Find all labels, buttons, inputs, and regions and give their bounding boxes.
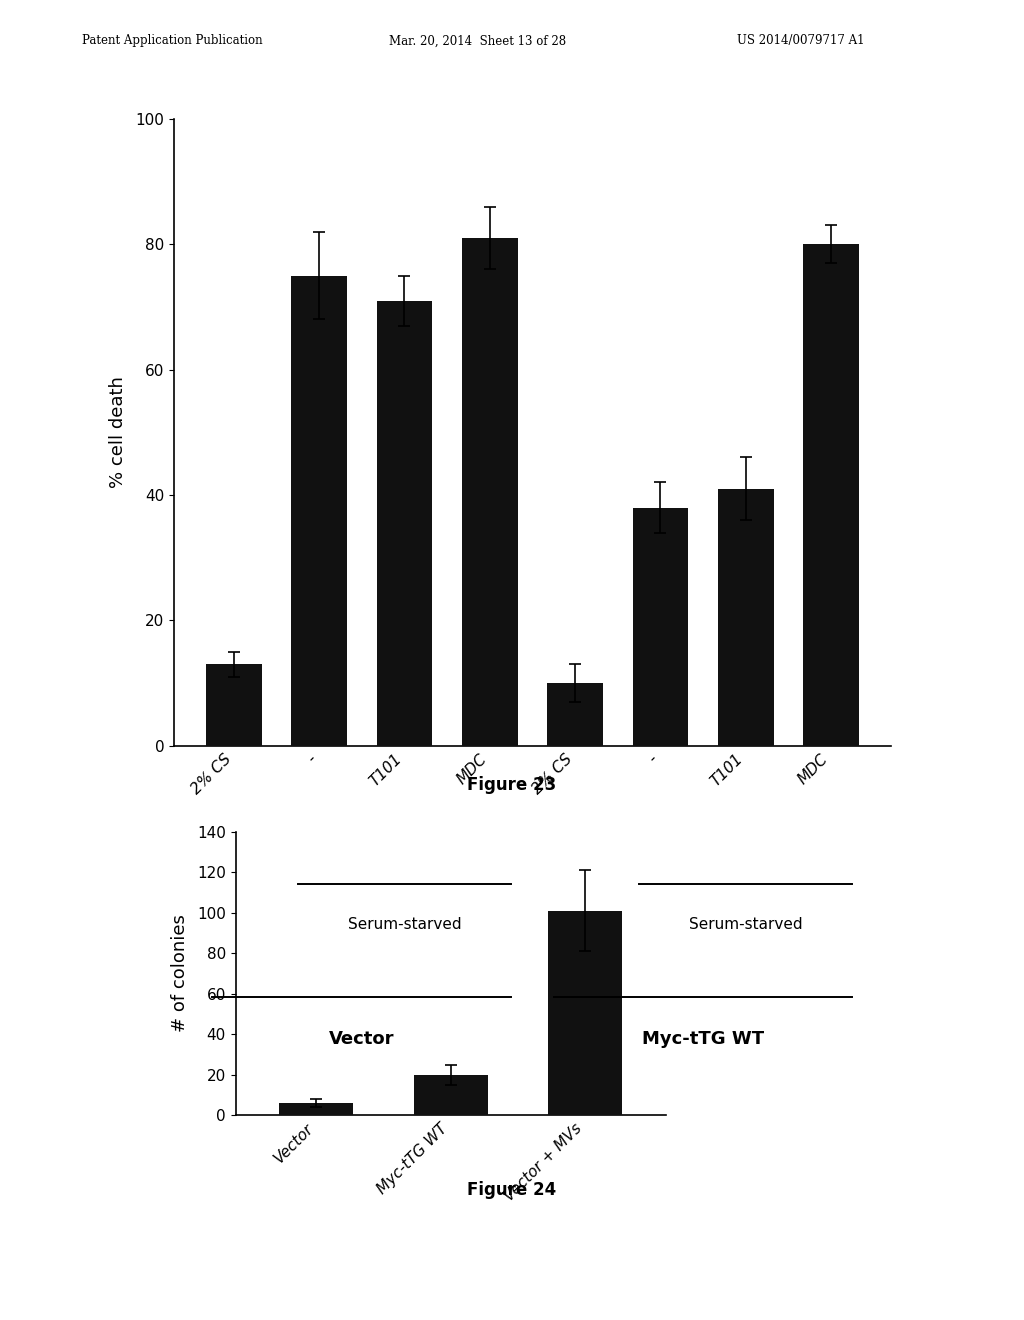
Y-axis label: # of colonies: # of colonies <box>171 915 188 1032</box>
Bar <box>414 1074 487 1115</box>
Text: Patent Application Publication: Patent Application Publication <box>82 34 262 48</box>
Text: Figure 24: Figure 24 <box>467 1181 557 1200</box>
Bar <box>548 684 603 746</box>
Bar <box>718 488 773 746</box>
Text: Serum-starved: Serum-starved <box>689 916 803 932</box>
Text: US 2014/0079717 A1: US 2014/0079717 A1 <box>737 34 865 48</box>
Bar <box>377 301 432 746</box>
Bar <box>804 244 859 746</box>
Bar <box>633 508 688 746</box>
Bar <box>206 664 261 746</box>
Bar <box>280 1104 353 1115</box>
Text: Mar. 20, 2014  Sheet 13 of 28: Mar. 20, 2014 Sheet 13 of 28 <box>389 34 566 48</box>
Bar <box>462 238 517 746</box>
Text: Myc-tTG WT: Myc-tTG WT <box>642 1030 764 1048</box>
Y-axis label: % cell death: % cell death <box>110 376 127 488</box>
Text: Serum-starved: Serum-starved <box>348 916 461 932</box>
Text: Vector: Vector <box>329 1030 394 1048</box>
Bar <box>548 911 622 1115</box>
Text: Figure 23: Figure 23 <box>467 776 557 795</box>
Bar <box>292 276 347 746</box>
